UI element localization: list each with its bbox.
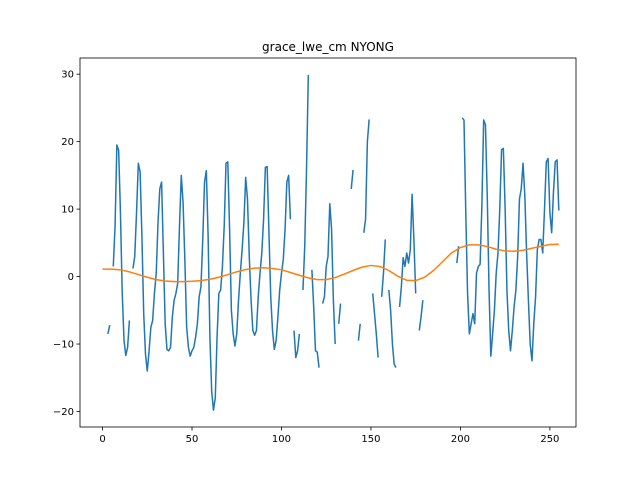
series-0-line-segment-10	[363, 119, 370, 233]
chart-title: grace_lwe_cm NYONG	[262, 40, 394, 54]
y-tick-label: 10	[61, 205, 74, 216]
series-0-line-segment-15	[418, 300, 424, 331]
series-0-line-segment-3	[293, 330, 301, 359]
series-0-line-segment-9	[357, 323, 361, 341]
series-0-line-segment-4	[302, 74, 310, 291]
series-0-line-segment-5	[311, 269, 320, 368]
y-tick-label: −10	[53, 340, 74, 351]
series-0-line-segment-8	[350, 169, 354, 189]
x-tick-label: 50	[186, 434, 199, 445]
x-tick-label: 0	[99, 434, 105, 445]
series-0-line-segment-11	[371, 293, 379, 358]
x-tick-label: 150	[361, 434, 380, 445]
series-0-line-segment-14	[398, 193, 417, 307]
plot-frame	[79, 57, 577, 428]
x-tick-label: 250	[540, 434, 559, 445]
series-0-line-segment-0	[107, 324, 111, 335]
series-0-line-segment-13	[388, 289, 397, 368]
x-tick-label: 100	[272, 434, 291, 445]
series-0-line-segment-7	[337, 303, 342, 324]
series-0-line-segment-17	[461, 117, 560, 362]
series-0-line-segment-12	[380, 239, 387, 297]
axis-ticks: 0 50 100 150 200 250 −20 −10 0 10 20 30	[53, 70, 560, 445]
y-tick-label: 0	[68, 272, 74, 283]
y-tick-label: 30	[61, 70, 74, 81]
y-tick-label: −20	[53, 407, 74, 418]
x-tick-label: 200	[451, 434, 470, 445]
series-0-line-segment-6	[321, 202, 336, 345]
y-tick-label: 20	[61, 137, 74, 148]
series-0-line-segment-2	[132, 161, 292, 411]
series-0-line-segment-1	[112, 144, 131, 357]
series-1-line-segment-0	[102, 243, 559, 283]
plot-lines	[102, 74, 560, 411]
